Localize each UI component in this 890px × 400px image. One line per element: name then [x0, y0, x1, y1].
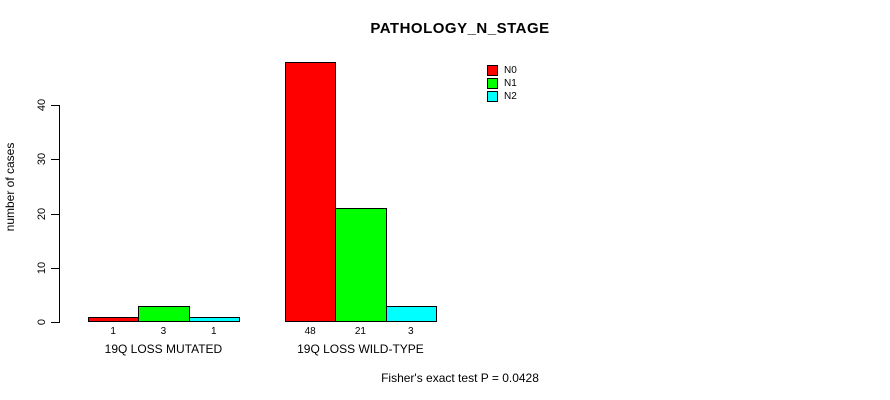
y-axis-tick-label: 0: [36, 318, 48, 326]
bar-value-label: 1: [210, 326, 217, 337]
bar-n1-19q-loss-wild-type: [335, 208, 387, 322]
legend-item-n0: N0: [487, 65, 517, 76]
x-category-label: 19Q LOSS WILD-TYPE: [297, 342, 424, 356]
bar-value-label: 1: [110, 326, 116, 337]
y-axis-label: number of cases: [3, 142, 17, 232]
y-axis-tick-label: 30: [36, 153, 48, 166]
bar-n2-19q-loss-mutated: [188, 316, 240, 322]
legend-swatch-n2: [487, 91, 498, 102]
y-axis-tick-label: 10: [36, 261, 48, 274]
stats-annotation: Fisher's exact test P = 0.0428: [381, 371, 539, 385]
bar-n2-19q-loss-wild-type: [385, 305, 437, 322]
legend-swatch-n1: [487, 78, 498, 89]
chart-title: PATHOLOGY_N_STAGE: [370, 20, 550, 37]
y-axis-tick: [51, 213, 59, 215]
bar-value-label: 3: [160, 326, 167, 337]
legend-item-n2: N2: [487, 91, 517, 102]
bar-n1-19q-loss-mutated: [138, 305, 190, 322]
y-axis-tick: [51, 105, 59, 106]
x-category-label: 19Q LOSS MUTATED: [104, 342, 223, 356]
y-axis-tick: [51, 267, 59, 269]
bar-value-label: 48: [304, 326, 316, 337]
legend-label: N1: [504, 78, 517, 89]
bar-value-label: 3: [407, 326, 414, 337]
y-axis-tick: [51, 159, 59, 161]
y-axis-tick-label: 20: [36, 207, 48, 220]
legend-label: N0: [504, 65, 517, 76]
bar-value-label: 21: [354, 326, 366, 337]
bar-n0-19q-loss-mutated: [88, 316, 140, 322]
y-axis-tick: [51, 322, 59, 323]
bar-n0-19q-loss-wild-type: [285, 61, 337, 322]
legend-label: N2: [504, 91, 517, 102]
y-axis-tick-label: 40: [36, 98, 48, 112]
y-axis-line: [59, 105, 60, 323]
legend-item-n1: N1: [487, 78, 517, 89]
legend-swatch-n0: [487, 65, 498, 76]
